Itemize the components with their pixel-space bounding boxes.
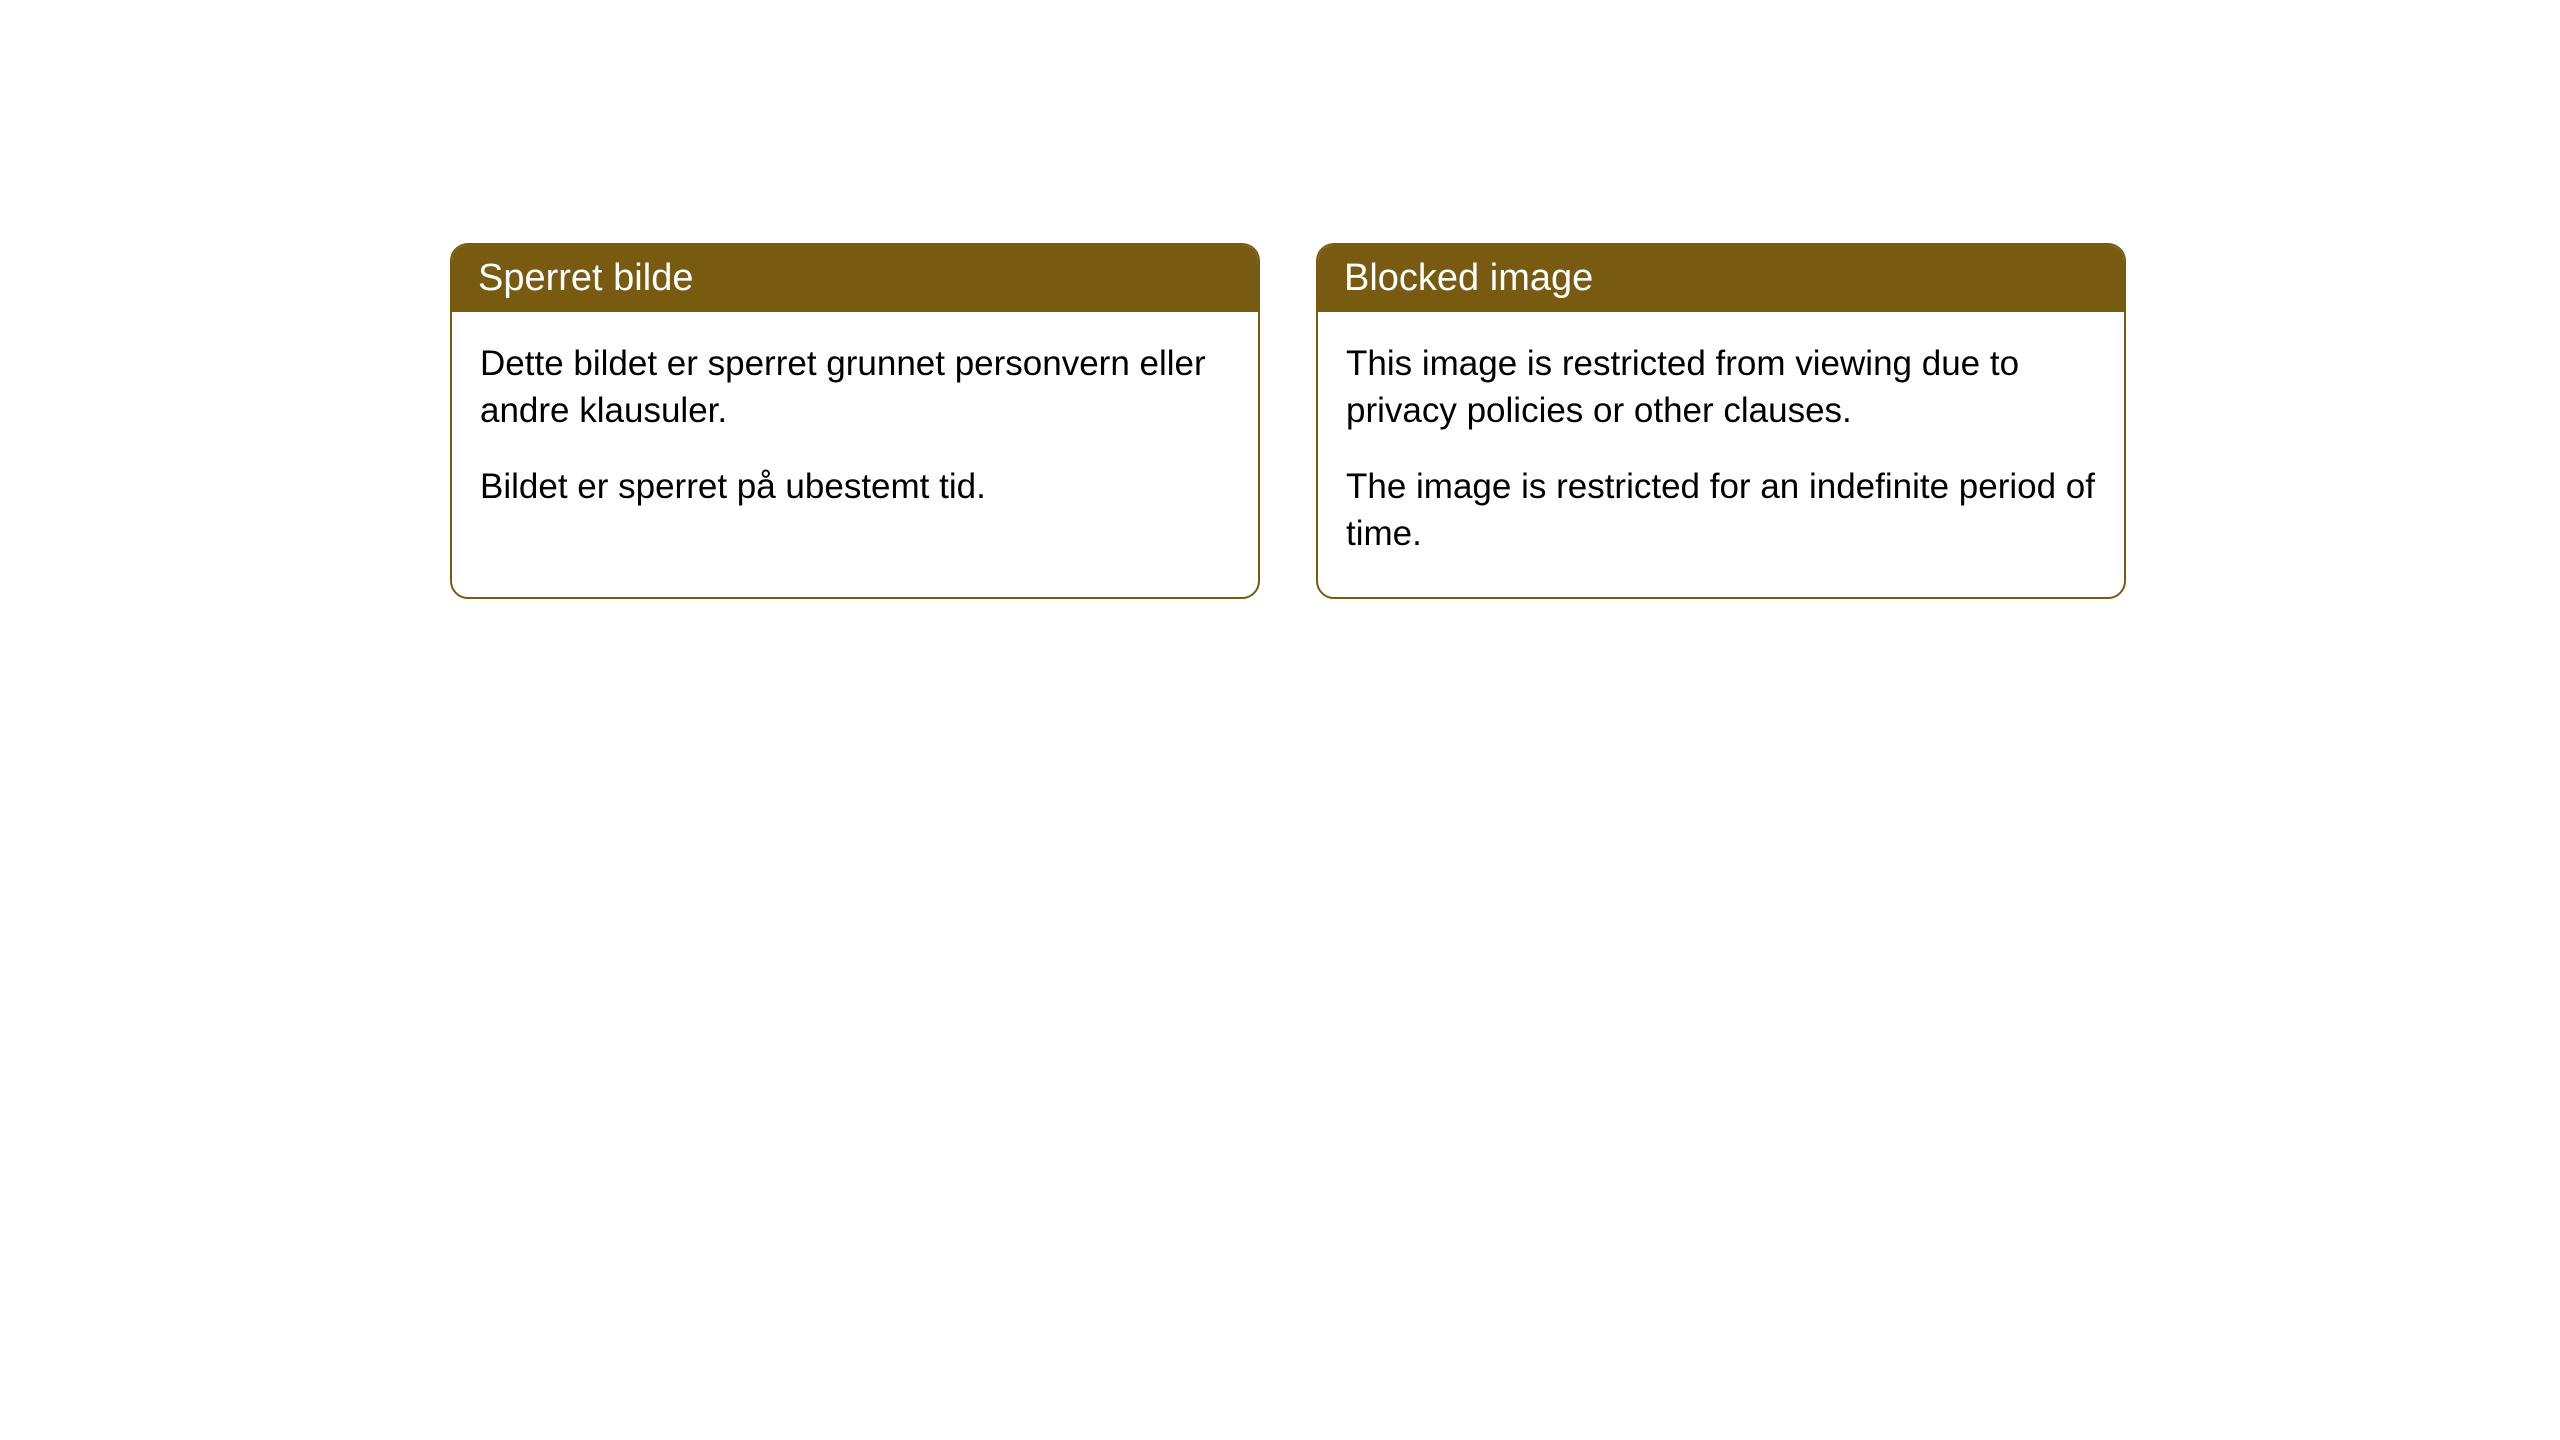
card-paragraph: Dette bildet er sperret grunnet personve… (480, 340, 1230, 435)
card-paragraph: Bildet er sperret på ubestemt tid. (480, 463, 1230, 510)
card-header-norwegian: Sperret bilde (452, 245, 1258, 312)
blocked-image-card-norwegian: Sperret bilde Dette bildet er sperret gr… (450, 243, 1260, 599)
notice-cards-container: Sperret bilde Dette bildet er sperret gr… (450, 243, 2126, 599)
card-body-norwegian: Dette bildet er sperret grunnet personve… (452, 312, 1258, 550)
card-header-english: Blocked image (1318, 245, 2124, 312)
blocked-image-card-english: Blocked image This image is restricted f… (1316, 243, 2126, 599)
card-paragraph: The image is restricted for an indefinit… (1346, 463, 2096, 558)
card-paragraph: This image is restricted from viewing du… (1346, 340, 2096, 435)
card-body-english: This image is restricted from viewing du… (1318, 312, 2124, 597)
